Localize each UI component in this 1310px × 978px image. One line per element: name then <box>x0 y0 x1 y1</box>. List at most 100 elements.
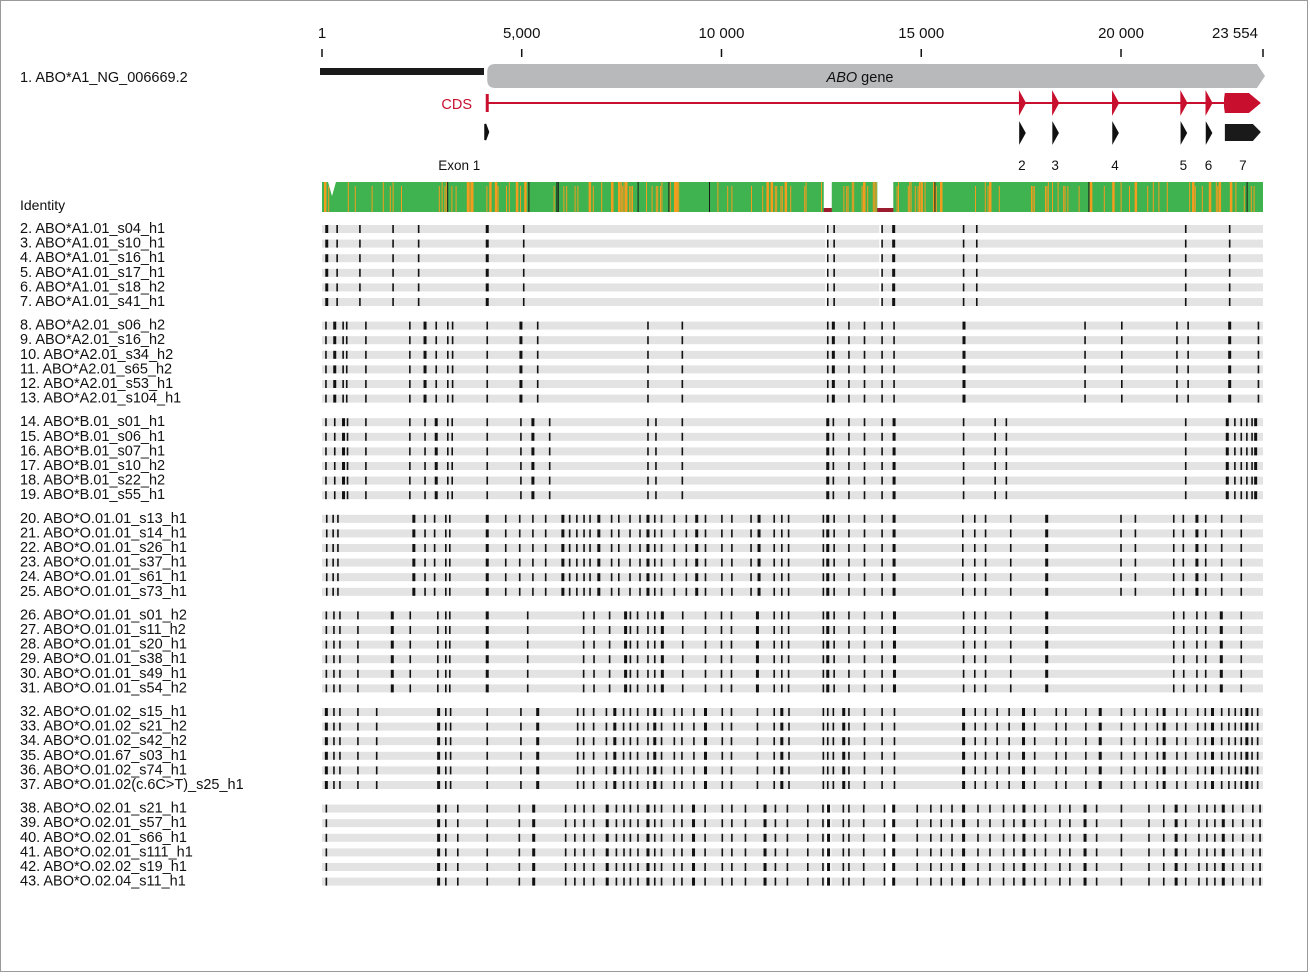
variant-mark <box>1044 833 1047 842</box>
variant-mark <box>342 447 346 456</box>
variant-mark <box>1083 848 1087 857</box>
haplotype-label: 12. ABO*A2.01_s53_h1 <box>20 376 173 392</box>
variant-mark <box>788 751 790 760</box>
variant-mark <box>564 863 567 871</box>
variant-mark <box>1219 669 1223 678</box>
variant-mark <box>486 751 489 760</box>
variant-mark <box>1008 722 1010 731</box>
variant-mark <box>593 669 595 678</box>
axis-tick-label: 15 000 <box>898 25 944 42</box>
variant-mark <box>806 833 809 842</box>
variant-mark <box>1133 737 1136 746</box>
variant-mark <box>704 781 708 789</box>
variant-mark <box>863 432 866 441</box>
variant-mark <box>629 737 632 746</box>
variant-mark <box>1022 877 1026 886</box>
haplotype-row: 28. ABO*O.01.01_s20_h1 <box>20 637 1263 653</box>
identity-mid-segment <box>1208 182 1212 212</box>
variant-mark <box>1257 350 1260 359</box>
variant-mark <box>892 655 896 664</box>
identity-mid-segment <box>776 186 778 212</box>
variant-mark <box>647 640 649 649</box>
variant-mark <box>940 863 943 871</box>
variant-mark <box>848 447 850 456</box>
haplotype-row: 18. ABO*B.01_s22_h2 <box>20 473 1263 489</box>
variant-mark <box>435 394 438 403</box>
variant-mark <box>653 737 657 746</box>
variant-mark <box>333 737 335 746</box>
variant-mark <box>916 819 919 828</box>
variant-mark <box>518 587 521 596</box>
variant-mark <box>613 781 617 789</box>
variant-mark <box>449 684 451 693</box>
variant-mark <box>833 298 835 306</box>
variant-mark <box>704 848 706 857</box>
variant-mark <box>833 587 835 596</box>
variant-mark <box>447 418 449 427</box>
variant-mark <box>1198 819 1200 828</box>
variant-mark <box>962 626 965 634</box>
variant-mark <box>757 529 761 538</box>
variant-mark <box>1120 781 1123 789</box>
identity-mid-segment <box>489 182 492 212</box>
identity-mid-segment <box>347 182 349 212</box>
variant-mark <box>447 336 449 345</box>
variant-mark <box>433 544 436 552</box>
variant-mark <box>437 751 441 760</box>
variant-mark <box>1245 781 1249 789</box>
variant-mark <box>848 640 850 649</box>
variant-mark <box>605 781 608 789</box>
variant-mark <box>486 380 489 388</box>
identity-mid-segment <box>629 186 631 212</box>
variant-mark <box>1134 544 1137 552</box>
variant-mark <box>892 877 896 886</box>
variant-mark <box>1220 751 1223 760</box>
haplotype-label: 15. ABO*B.01_s06_h1 <box>20 429 165 445</box>
variant-mark <box>763 877 767 886</box>
identity-mid-segment <box>910 182 912 212</box>
variant-mark <box>1232 848 1234 857</box>
variant-mark <box>962 655 965 664</box>
variant-mark <box>536 321 539 330</box>
variant-mark <box>1176 380 1178 388</box>
variant-mark <box>655 432 657 441</box>
variant-mark <box>449 669 451 678</box>
variant-mark <box>532 573 534 582</box>
variant-mark <box>1069 819 1071 828</box>
variant-mark <box>624 611 628 620</box>
variant-mark <box>639 573 641 582</box>
identity-mid-segment <box>987 186 989 212</box>
variant-mark <box>325 476 327 485</box>
identity-mid-segment <box>1103 186 1105 212</box>
variant-mark <box>930 863 932 871</box>
variant-mark <box>673 544 676 552</box>
variant-mark <box>325 254 329 263</box>
variant-mark <box>989 863 991 871</box>
variant-mark <box>445 751 447 760</box>
coordinate-axis: 1 5,000 10 000 15 000 20 000 23 554 <box>318 25 1264 57</box>
variant-mark <box>681 640 684 649</box>
variant-mark <box>456 863 459 871</box>
variant-mark <box>605 737 608 746</box>
variant-mark <box>390 611 394 620</box>
variant-mark <box>325 298 329 306</box>
variant-mark <box>434 418 438 427</box>
variant-mark <box>962 350 966 359</box>
variant-mark <box>1009 514 1012 523</box>
variant-mark <box>1120 514 1122 523</box>
variant-mark <box>773 751 776 760</box>
variant-mark <box>1232 877 1234 886</box>
variant-mark <box>564 819 567 828</box>
variant-mark <box>333 655 335 664</box>
variant-mark <box>526 640 529 649</box>
variant-mark <box>763 863 767 871</box>
variant-mark <box>660 640 664 649</box>
variant-mark <box>390 626 394 634</box>
variant-mark <box>730 684 733 693</box>
variant-mark <box>653 781 657 789</box>
cds-exon-mark <box>1018 90 1027 116</box>
variant-mark <box>522 268 525 277</box>
variant-mark <box>961 573 964 582</box>
variant-mark <box>1251 722 1253 731</box>
variant-mark <box>826 722 829 731</box>
